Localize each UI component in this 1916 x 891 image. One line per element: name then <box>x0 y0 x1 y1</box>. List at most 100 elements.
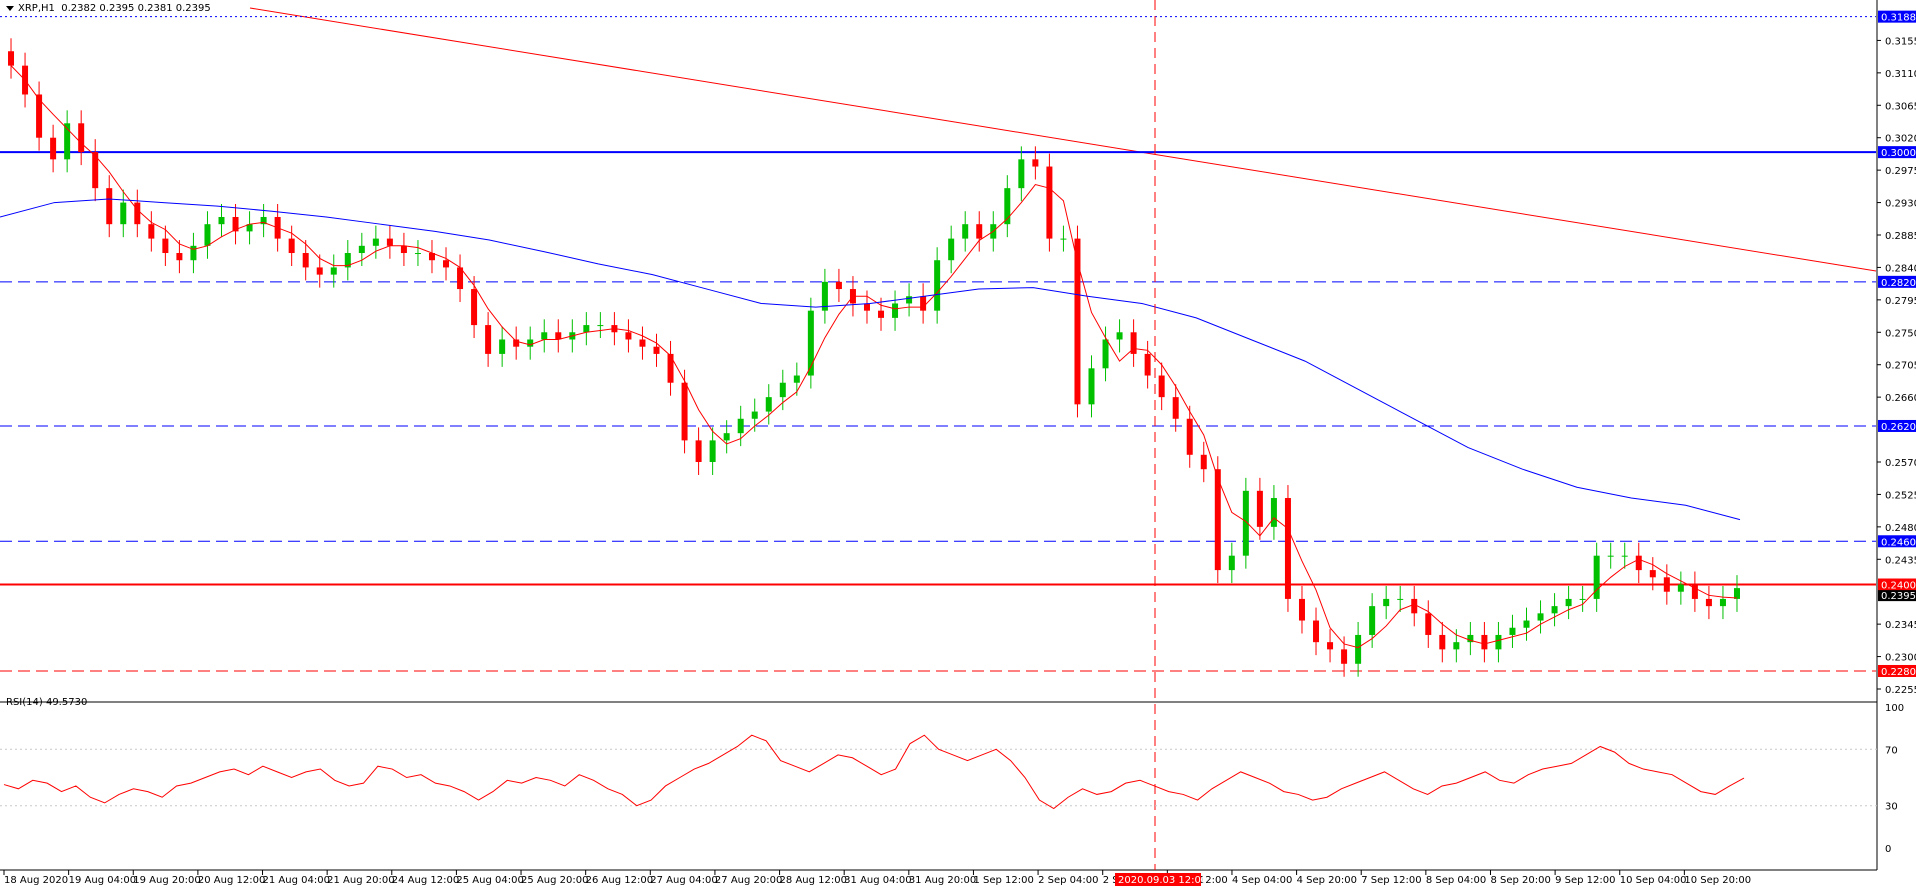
candle-body <box>765 397 772 412</box>
time-tick-label: 19 Aug 04:00 <box>69 875 136 886</box>
candle-body <box>176 253 183 261</box>
candle-body <box>934 260 941 311</box>
current-price-label: 0.2395 <box>1881 591 1916 602</box>
candle-body <box>878 310 885 318</box>
candle-body <box>695 440 702 462</box>
level-price-tag <box>1878 275 1916 288</box>
candle-body <box>1677 584 1684 592</box>
candle-body <box>50 137 57 160</box>
candle-body <box>1537 613 1544 621</box>
candle-body <box>471 289 478 326</box>
candle-body <box>625 332 632 340</box>
trendline[interactable] <box>249 7 1877 272</box>
candle-body <box>8 51 15 66</box>
candle-body <box>709 440 716 462</box>
candle-body <box>1425 613 1432 635</box>
rsi-tick-label: 0 <box>1885 844 1891 855</box>
crosshair-time-label: 2020.09.03 12:00 <box>1118 875 1207 886</box>
candle-body <box>1509 627 1516 635</box>
candle-body <box>260 216 267 225</box>
price-tick-label: 0.2705 <box>1885 361 1916 372</box>
price-tick-label: 0.2795 <box>1885 296 1916 307</box>
candle-body <box>414 253 421 255</box>
time-tick-label: 9 Sep 12:00 <box>1555 875 1615 886</box>
candle-body <box>400 245 407 254</box>
chart-header: XRP,H1 0.2382 0.2395 0.2381 0.2395 <box>6 3 211 14</box>
candle-body <box>723 433 730 441</box>
candle-body <box>793 375 800 383</box>
fast-moving-average <box>10 65 1738 649</box>
candle-body <box>1369 606 1376 635</box>
candle-body <box>1270 498 1277 527</box>
candle-body <box>1004 188 1011 225</box>
price-tick-label: 0.2435 <box>1885 555 1916 566</box>
candle-body <box>906 296 913 304</box>
level-price-tag <box>1878 535 1916 548</box>
candle-body <box>1593 555 1600 599</box>
candle-body <box>1214 469 1221 571</box>
candle-body <box>1705 598 1712 607</box>
candle-body <box>443 260 450 268</box>
candle-body <box>821 281 828 311</box>
candle-body <box>527 339 534 347</box>
level-price-label: 0.2620 <box>1881 422 1916 433</box>
time-tick-label: 10 Sep 20:00 <box>1684 875 1751 886</box>
candle-body <box>1341 649 1348 664</box>
level-price-label: 0.3188 <box>1881 13 1916 24</box>
candle-body <box>1453 642 1460 650</box>
candle-body <box>948 238 955 261</box>
candle-body <box>36 94 43 138</box>
level-price-label: 0.2400 <box>1881 581 1916 592</box>
candle-body <box>541 332 548 340</box>
price-tick-label: 0.2525 <box>1885 490 1916 501</box>
price-tick-label: 0.3065 <box>1885 101 1916 112</box>
slow-moving-average <box>0 198 1741 521</box>
candle-body <box>1046 166 1053 239</box>
rsi-tick-label: 30 <box>1885 802 1898 813</box>
candle-body <box>1579 598 1586 600</box>
time-tick-label: 21 Aug 04:00 <box>263 875 330 886</box>
candle-body <box>134 202 141 225</box>
candle-body <box>457 267 464 290</box>
time-tick-label: 26 Aug 12:00 <box>586 875 653 886</box>
candle-body <box>499 339 506 354</box>
candle-body <box>681 382 688 441</box>
level-price-tag <box>1878 146 1916 159</box>
candle-body <box>667 353 674 383</box>
candle-body <box>1495 634 1502 650</box>
candle-body <box>1621 555 1628 557</box>
rsi-tick-label: 70 <box>1885 745 1898 756</box>
chevron-down-icon[interactable] <box>6 5 14 11</box>
candle-body <box>1467 634 1474 643</box>
candle-body <box>288 238 295 254</box>
candle-body <box>218 216 225 225</box>
candle-body <box>372 238 379 246</box>
candle-body <box>358 245 365 254</box>
candle-body <box>1719 598 1726 607</box>
time-tick-label: 27 Aug 20:00 <box>715 875 782 886</box>
time-tick-label: 28 Aug 12:00 <box>780 875 847 886</box>
candle-body <box>1032 159 1039 167</box>
candle-body <box>246 224 253 232</box>
candle-body <box>1088 368 1095 405</box>
candle-body <box>1663 577 1670 592</box>
candle-body <box>162 238 169 254</box>
ohlc-values: 0.2382 0.2395 0.2381 0.2395 <box>61 3 211 14</box>
level-price-label: 0.2280 <box>1881 667 1916 678</box>
candle-body <box>1242 490 1249 556</box>
candle-body <box>1228 555 1235 571</box>
candle-body <box>1018 159 1025 189</box>
time-tick-label: 1 Sep 12:00 <box>973 875 1033 886</box>
rsi-tick-label: 100 <box>1885 703 1904 714</box>
candle-body <box>653 346 660 354</box>
candle-body <box>1102 339 1109 369</box>
level-price-label: 0.2820 <box>1881 278 1916 289</box>
time-tick-label: 4 Sep 04:00 <box>1232 875 1292 886</box>
candle-body <box>835 281 842 290</box>
time-tick-label: 2 Sep 04:00 <box>1038 875 1098 886</box>
